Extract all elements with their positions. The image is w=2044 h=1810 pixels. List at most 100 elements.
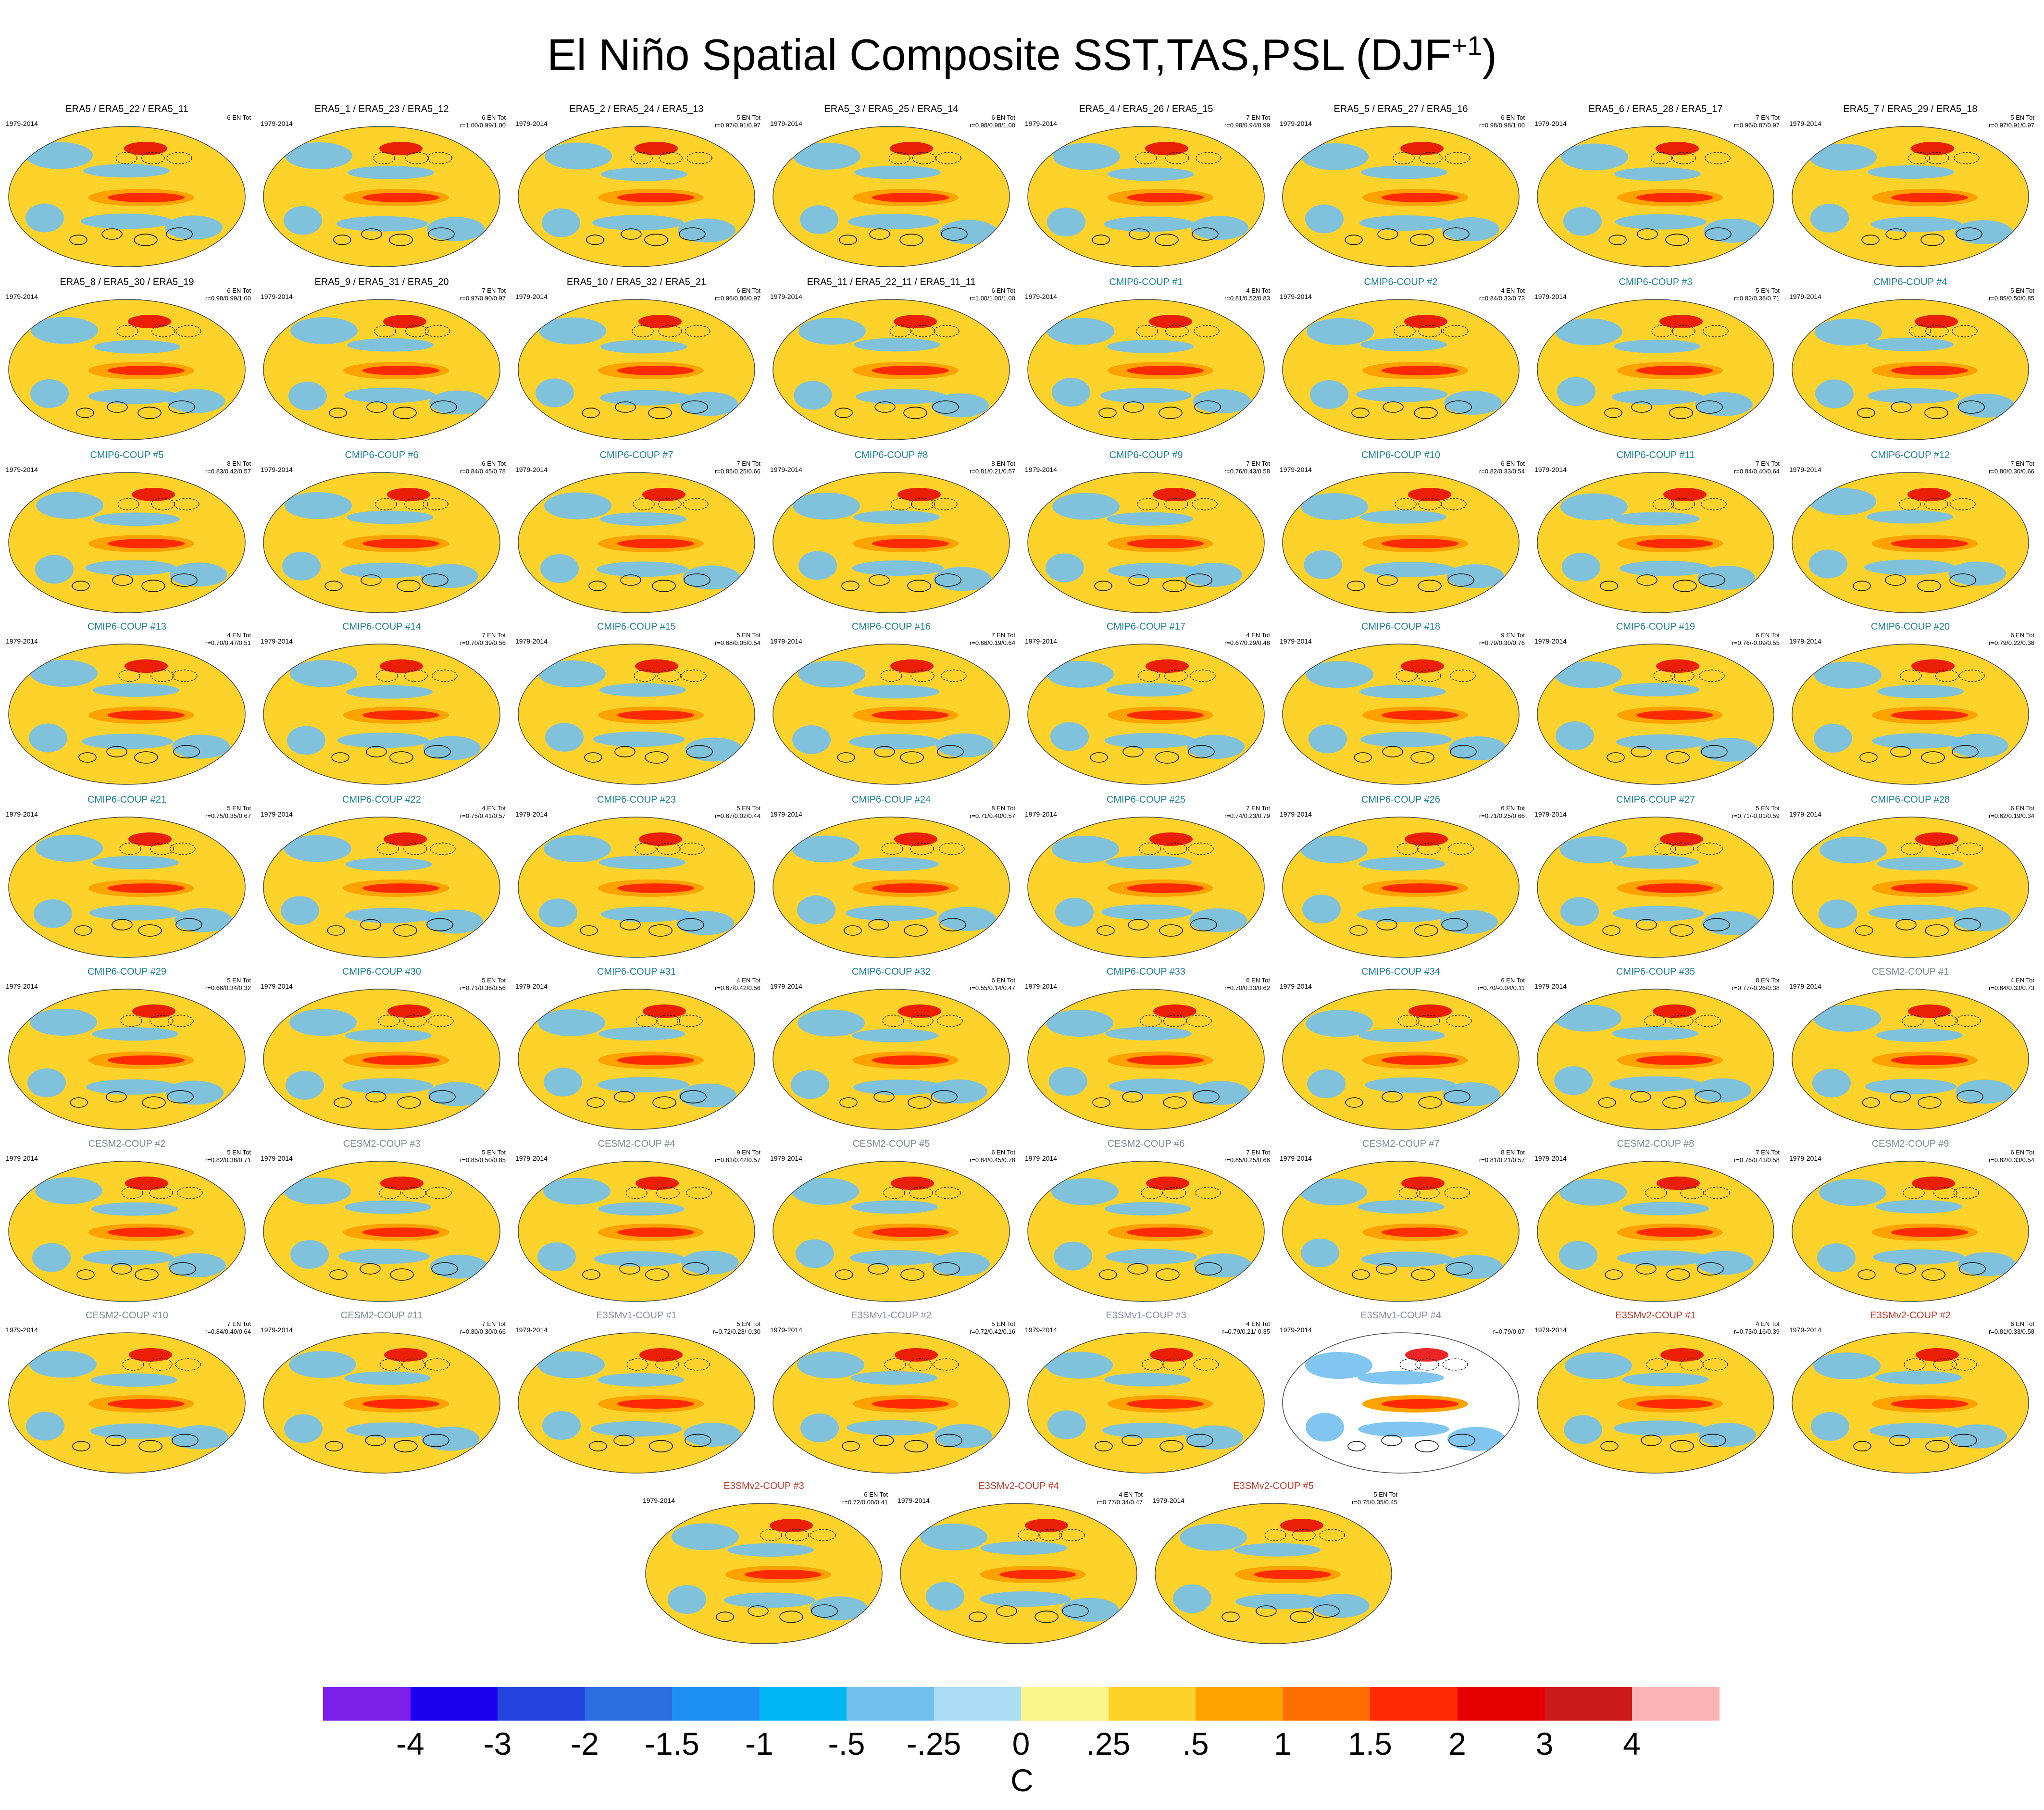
composite-panel: E3SMv2-COUP #3 1979-2014 6 EN Tot r=0.72/0.… xyxy=(637,1480,891,1649)
colorbar-tick-label: 1.5 xyxy=(1348,1726,1392,1761)
cool-anomaly xyxy=(1359,685,1446,698)
psl-contour xyxy=(904,924,928,937)
panel-correlation: r=0.84/0.33/0.73 xyxy=(1988,984,2034,992)
enso-core xyxy=(1891,1227,1968,1237)
enso-core xyxy=(362,1055,439,1065)
panel-title: CMIP6-COUP #24 xyxy=(851,794,931,805)
north-pacific-anomaly xyxy=(891,1177,934,1190)
north-pacific-anomaly xyxy=(894,315,937,328)
psl-contour xyxy=(679,227,706,241)
psl-contour xyxy=(996,1605,1017,1617)
map-border xyxy=(263,472,500,613)
colorbar-units: C xyxy=(1010,1762,1034,1798)
panel-correlation: r=0.82/0.38/0.71 xyxy=(1733,295,1780,302)
panel-map xyxy=(773,817,1010,958)
title-superscript: +1 xyxy=(1451,30,1483,61)
panel-period: 1979-2014 xyxy=(1789,293,1821,300)
panel-title: ERA5 / ERA5_22 / ERA5_11 xyxy=(65,104,188,114)
panel-event-count: 7 EN Tot xyxy=(1756,460,1780,467)
panel-period: 1979-2014 xyxy=(261,982,293,990)
psl-contour xyxy=(1444,1090,1471,1103)
psl-contour xyxy=(903,407,927,419)
cool-anomaly xyxy=(1704,219,1761,243)
psl-contour xyxy=(648,407,672,419)
psl-contour-negative xyxy=(1137,498,1159,510)
enso-core xyxy=(1254,1570,1331,1579)
psl-contour-negative xyxy=(1955,1015,1981,1027)
psl-contour xyxy=(645,1268,669,1281)
north-pacific-anomaly xyxy=(1908,1004,1951,1018)
panel-correlation: r=0.83/0.42/0.57 xyxy=(714,1156,760,1164)
psl-contour xyxy=(580,925,598,936)
psl-contour xyxy=(620,574,641,586)
enso-core xyxy=(1382,1055,1458,1065)
panel-correlation: r=0.66/0.34/0.32 xyxy=(205,984,251,992)
psl-contour-negative xyxy=(631,152,653,164)
cool-anomaly xyxy=(1306,1413,1344,1442)
cool-anomaly xyxy=(680,392,738,416)
panel-map xyxy=(1537,472,1774,613)
psl-contour xyxy=(1608,235,1627,245)
psl-contour xyxy=(1376,919,1397,930)
composite-panel: CMIP6-COUP #4 1979-2014 5 EN Tot r=0.85/0.5… xyxy=(1783,276,2037,445)
psl-contour xyxy=(69,235,87,245)
psl-contour xyxy=(1450,745,1477,758)
psl-contour-negative xyxy=(1697,843,1723,855)
composite-panel: CESM2-COUP #4 1979-2014 9 EN Tot r=0.83/0.4… xyxy=(510,1138,763,1306)
panel-event-count: 6 EN Tot xyxy=(1501,805,1525,812)
psl-contour xyxy=(1159,407,1183,419)
panel-correlation: r=0.80/0.30/0.66 xyxy=(1988,468,2034,475)
panel-correlation: r=0.98/0.99/1.00 xyxy=(205,295,251,302)
panel-correlation: r=0.81/0.21/0.57 xyxy=(969,468,1015,475)
cool-anomaly xyxy=(1814,661,1882,689)
psl-contour-negative xyxy=(1934,1015,1958,1027)
cool-anomaly xyxy=(93,512,180,526)
composite-panel: CMIP6-COUP #9 1979-2014 7 EN Tot r=0.76/0.4… xyxy=(1019,449,1273,618)
cool-anomaly xyxy=(1864,559,1956,575)
panel-map xyxy=(1027,817,1265,958)
psl-contour-negative xyxy=(1902,1015,1924,1027)
map-border xyxy=(773,817,1010,958)
panel-event-count: 6 EN Tot xyxy=(991,977,1015,984)
panel-map xyxy=(263,299,500,440)
composite-panel: CMIP6-COUP #32 1979-2014 6 EN Tot r=0.55/0.… xyxy=(764,966,1018,1134)
map-border xyxy=(518,472,755,613)
map-border xyxy=(1282,126,1520,267)
panel-event-count: 4 EN Tot xyxy=(1119,1491,1143,1498)
psl-contour-negative xyxy=(1680,1358,1704,1371)
psl-contour xyxy=(334,1097,352,1108)
north-pacific-anomaly xyxy=(770,1519,813,1532)
cool-anomaly xyxy=(1046,1010,1113,1037)
psl-contour-negative xyxy=(941,669,967,682)
map-border xyxy=(1792,299,2029,440)
panel-correlation: r=0.71/0.25/0.66 xyxy=(1479,812,1525,819)
enso-core xyxy=(108,366,185,375)
cool-anomaly xyxy=(1449,736,1507,760)
psl-contour-negative xyxy=(656,1187,680,1199)
psl-contour-negative xyxy=(1908,152,1930,164)
psl-contour-negative xyxy=(1901,843,1923,855)
enso-core xyxy=(1636,883,1713,893)
cool-anomaly xyxy=(36,835,103,862)
panel-correlation: r=0.84/0.40/0.64 xyxy=(205,1328,251,1335)
panel-period: 1979-2014 xyxy=(261,293,293,300)
psl-contour xyxy=(333,235,351,245)
cool-anomaly xyxy=(540,554,579,583)
cool-anomaly xyxy=(427,217,485,241)
cool-anomaly xyxy=(290,317,358,344)
psl-contour-negative xyxy=(1141,1187,1163,1199)
cool-anomaly xyxy=(597,561,688,577)
panel-map xyxy=(1282,299,1520,440)
psl-contour xyxy=(842,1441,860,1451)
enso-core xyxy=(1636,710,1713,720)
cool-anomaly xyxy=(34,899,72,928)
panel-map xyxy=(773,299,1010,440)
psl-contour-negative xyxy=(1701,498,1727,510)
cool-anomaly xyxy=(1310,380,1348,409)
cool-anomaly xyxy=(282,552,321,581)
cool-anomaly xyxy=(854,165,941,179)
cool-anomaly xyxy=(852,560,944,576)
cool-anomaly xyxy=(1050,722,1089,751)
cool-anomaly xyxy=(1867,510,1953,524)
psl-contour xyxy=(1631,746,1652,757)
